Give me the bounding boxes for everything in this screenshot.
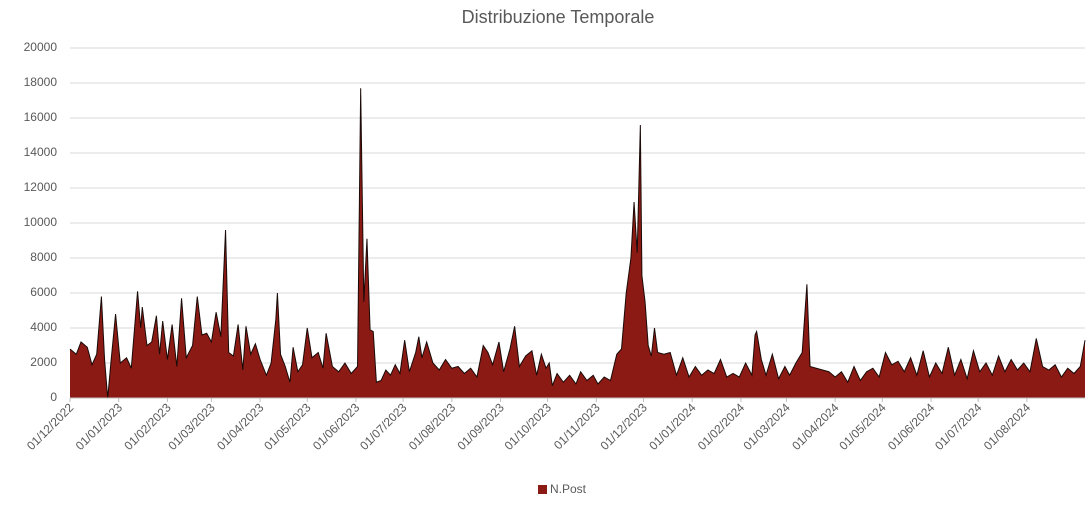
x-tick-label: 01/06/2023	[310, 400, 363, 453]
y-tick-label: 18000	[24, 75, 58, 89]
chart-title: Distribuzione Temporale	[462, 7, 655, 27]
area	[70, 88, 1085, 398]
y-tick-label: 2000	[30, 355, 57, 369]
x-tick-label: 01/04/2024	[789, 400, 842, 453]
x-tick-label: 01/09/2023	[455, 400, 508, 453]
legend-swatch	[538, 485, 547, 494]
x-tick-label: 01/07/2024	[932, 400, 985, 453]
x-tick-label: 01/01/2024	[646, 400, 699, 453]
y-tick-label: 10000	[24, 215, 58, 229]
x-tick-label: 01/12/2022	[24, 400, 77, 453]
x-tick-label: 01/11/2023	[551, 400, 603, 452]
x-tick-label: 01/01/2023	[73, 400, 126, 453]
y-tick-label: 8000	[30, 250, 57, 264]
y-tick-label: 4000	[30, 320, 57, 334]
line	[69, 88, 1086, 399]
y-tick-label: 20000	[24, 40, 58, 54]
x-tick-label: 01/05/2024	[836, 400, 889, 453]
x-tick-label: 01/12/2023	[597, 400, 650, 453]
x-tick-label: 01/06/2024	[885, 400, 938, 453]
x-tick-label: 01/07/2023	[357, 400, 410, 453]
x-tick-label: 01/10/2023	[502, 400, 555, 453]
x-tick-label: 01/08/2024	[981, 400, 1034, 453]
y-tick-label: 12000	[24, 180, 58, 194]
y-tick-label: 16000	[24, 110, 58, 124]
y-tick-label: 0	[50, 390, 57, 404]
legend-label: N.Post	[550, 482, 587, 496]
x-tick-label: 01/02/2024	[695, 400, 748, 453]
y-tick-label: 14000	[24, 145, 58, 159]
x-tick-label: 01/05/2023	[261, 400, 314, 453]
y-tick-label: 6000	[30, 285, 57, 299]
x-tick-label: 01/03/2023	[165, 400, 218, 453]
x-tick-label: 01/04/2023	[214, 400, 267, 453]
x-tick-label: 01/08/2023	[406, 400, 459, 453]
x-tick-label: 01/03/2024	[740, 400, 793, 453]
